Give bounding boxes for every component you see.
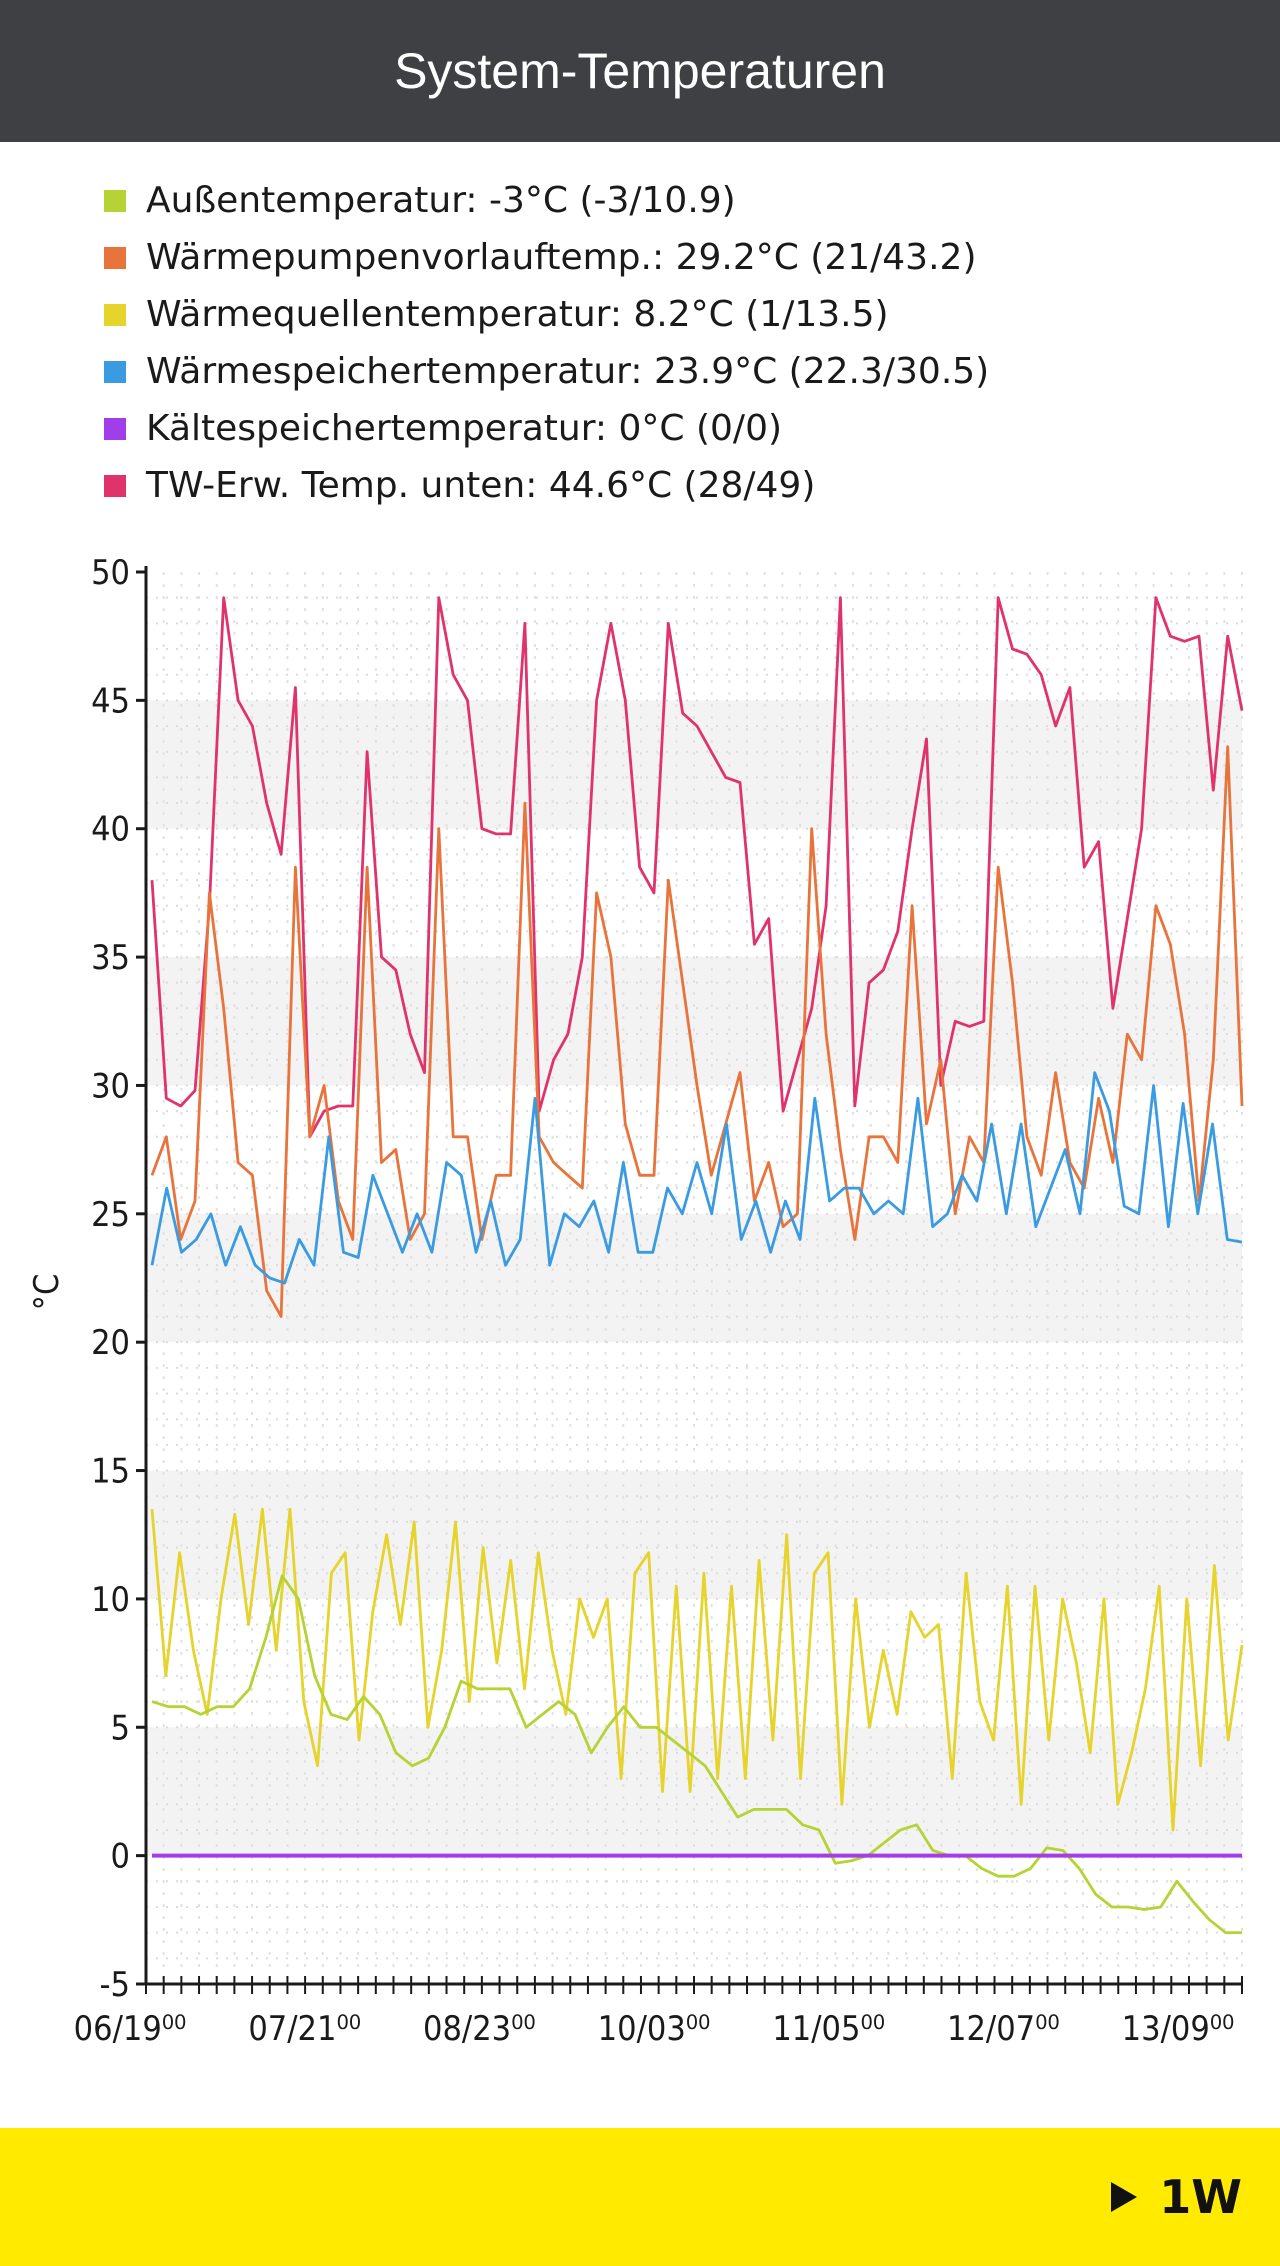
x-tick-label: 13/09⁰⁰ (1122, 2009, 1235, 2049)
legend-swatch (104, 303, 126, 326)
x-tick-label: 07/21⁰⁰ (248, 2009, 361, 2049)
legend-item-kaeltespeichertemperatur: Kältespeichertemperatur: 0°C (0/0) (104, 400, 1204, 457)
series-line-w-rmepumpenvorlauftemp- (150, 745, 1244, 1318)
legend-value: 0°C (0/0) (618, 408, 783, 449)
legend-swatch (104, 474, 126, 497)
legend-value: 44.6°C (28/49) (548, 465, 816, 506)
y-tick-label: 30 (91, 1066, 130, 1106)
legend-swatch (104, 189, 126, 212)
y-tick-label: 50 (91, 553, 130, 593)
legend-label: Außentemperatur: (146, 180, 478, 221)
y-tick-label: -5 (100, 1965, 131, 2005)
y-tick-label: 10 (91, 1580, 130, 1620)
footer-bar: 1W (0, 2128, 1280, 2266)
series-line-w-rmequellentemperatur (150, 1507, 1244, 1832)
legend-label: Wärmequellentemperatur: (146, 294, 622, 335)
x-tick-label: 08/23⁰⁰ (423, 2009, 536, 2049)
chart-legend: Außentemperatur: -3°C (-3/10.9) Wärmepum… (104, 172, 1204, 514)
legend-swatch (104, 246, 126, 269)
time-range-label: 1W (1159, 2170, 1242, 2224)
legend-label: Wärmepumpenvorlauftemp.: (146, 237, 665, 278)
grid-band (146, 1213, 1242, 1343)
legend-value: -3°C (-3/10.9) (488, 180, 736, 221)
legend-label: TW-Erw. Temp. unten: (146, 465, 538, 506)
legend-item-waermequellentemperatur: Wärmequellentemperatur: 8.2°C (1/13.5) (104, 286, 1204, 343)
x-tick-label: 11/05⁰⁰ (772, 2009, 885, 2049)
y-tick-label: 20 (91, 1323, 130, 1363)
y-tick-label: 0 (111, 1837, 130, 1877)
x-tick-label: 12/07⁰⁰ (947, 2009, 1060, 2049)
page-title: System-Temperaturen (394, 43, 886, 99)
play-icon (1111, 2182, 1138, 2212)
legend-label: Kältespeichertemperatur: (146, 408, 608, 449)
temperature-chart: -5 0 5 10 15 20 25 30 35 40 45 50 °C 06/19⁰⁰ 07/21⁰⁰ 08… (0, 540, 1280, 2060)
legend-value: 29.2°C (21/43.2) (675, 237, 977, 278)
y-tick-label: 15 (91, 1452, 130, 1492)
y-tick-label: 40 (91, 810, 130, 850)
y-axis-label: °C (27, 1274, 67, 1311)
series-line-tw-erw-temp-unten (150, 596, 1244, 1139)
legend-item-tw-erw-temp-unten: TW-Erw. Temp. unten: 44.6°C (28/49) (104, 457, 1204, 514)
legend-label: Wärmespeichertemperatur: (146, 351, 643, 392)
legend-value: 23.9°C (22.3/30.5) (653, 351, 990, 392)
legend-item-waermepumpenvorlauftemp: Wärmepumpenvorlauftemp.: 29.2°C (21/43.2… (104, 229, 1204, 286)
y-tick-label: 5 (111, 1708, 130, 1748)
series-line-w-rmespeichertemperatur (150, 1071, 1243, 1285)
series-line-au-entemperatur (151, 1574, 1242, 1935)
legend-value: 8.2°C (1/13.5) (633, 294, 889, 335)
y-tick-label: 25 (91, 1195, 130, 1235)
time-range-button[interactable]: 1W (1111, 2160, 1242, 2234)
legend-item-waermespeichertemperatur: Wärmespeichertemperatur: 23.9°C (22.3/30… (104, 343, 1204, 400)
legend-swatch (104, 417, 126, 440)
y-tick-label: 35 (91, 938, 130, 978)
y-tick-label: 45 (91, 681, 130, 721)
legend-item-aussentemperatur: Außentemperatur: -3°C (-3/10.9) (104, 172, 1204, 229)
legend-swatch (104, 360, 126, 383)
chart-svg: -5 0 5 10 15 20 25 30 35 40 45 50 °C 06/19⁰⁰ 07/21⁰⁰ 08… (27, 553, 1244, 2049)
x-tick-label: 06/19⁰⁰ (74, 2009, 187, 2049)
app-header: System-Temperaturen (0, 0, 1280, 142)
x-tick-label: 10/03⁰⁰ (598, 2009, 711, 2049)
